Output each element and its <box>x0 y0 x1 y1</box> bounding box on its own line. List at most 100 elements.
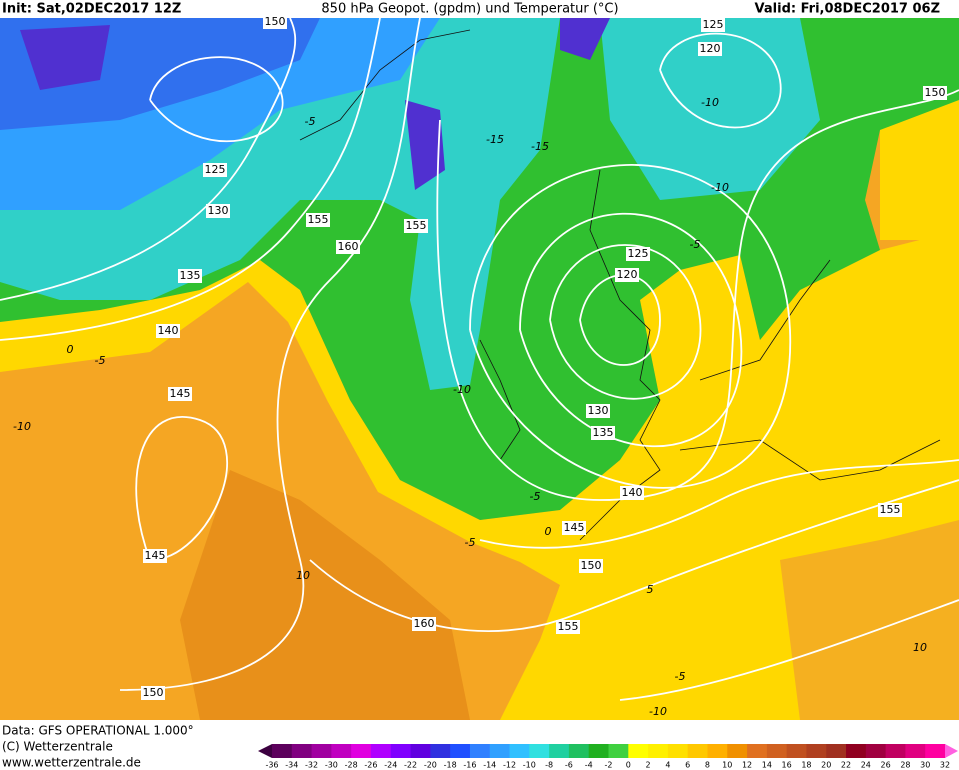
colorbar-swatch <box>667 744 689 758</box>
temperature-label: -5 <box>305 115 316 128</box>
colorbar-label: 18 <box>801 761 811 770</box>
height-label: 140 <box>622 486 643 499</box>
label-box <box>336 240 360 254</box>
colorbar-label: -24 <box>384 761 397 770</box>
colorbar-label: 12 <box>742 761 752 770</box>
map-title: 850 hPa Geopot. (gpdm) und Temperatur (°… <box>321 2 618 17</box>
colorbar-label: -26 <box>364 761 377 770</box>
colorbar-swatch <box>747 744 768 758</box>
temperature-label: 10 <box>913 641 927 654</box>
height-label: 145 <box>145 549 166 562</box>
temperature-label: -10 <box>13 420 31 433</box>
label-box <box>143 549 167 563</box>
label-box <box>306 213 330 227</box>
height-label: 150 <box>143 686 164 699</box>
colorbar-swatch <box>568 744 590 758</box>
colorbar-label: -6 <box>565 761 573 770</box>
colorbar-swatch <box>390 744 412 758</box>
label-box <box>923 86 947 100</box>
colorbar-label: -4 <box>585 761 593 770</box>
colorbar-swatch <box>489 744 511 758</box>
colorbar-label: 30 <box>920 761 930 770</box>
colorbar-label: 14 <box>762 761 772 770</box>
colorbar-label: -16 <box>463 761 476 770</box>
colorbar-label: -8 <box>545 761 553 770</box>
colorbar-label: 28 <box>900 761 910 770</box>
label-box <box>698 42 722 56</box>
colorbar-swatch <box>509 744 530 758</box>
colorbar: -36 -34 -32 -30 -28 -26 -24 -22 -20 -18 -16 -14 -12-… <box>258 744 958 770</box>
website: www.wetterzentrale.de <box>2 756 141 770</box>
height-label: 160 <box>338 240 359 253</box>
height-label: 150 <box>925 86 946 99</box>
colorbar-swatch <box>272 744 293 758</box>
height-label: 155 <box>558 620 579 633</box>
height-label: 155 <box>406 219 427 232</box>
colorbar-label: -28 <box>345 761 358 770</box>
height-label: 120 <box>617 268 638 281</box>
label-box <box>556 620 580 634</box>
colorbar-swatch <box>410 744 431 758</box>
colorbar-label: 22 <box>841 761 851 770</box>
colorbar-label: 2 <box>646 761 651 770</box>
colorbar-swatch <box>806 744 827 758</box>
label-box <box>168 387 192 401</box>
colorbar-label: -18 <box>444 761 457 770</box>
colorbar-label: 16 <box>782 761 792 770</box>
temperature-label: -10 <box>453 383 471 396</box>
label-box <box>263 15 287 29</box>
label-box <box>591 426 615 440</box>
colorbar-swatch <box>786 744 807 758</box>
coastline <box>299 29 941 541</box>
colorbar-label: 32 <box>940 761 950 770</box>
temperature-label: -15 <box>486 133 504 146</box>
colorbar-swatch <box>608 744 629 758</box>
temperature-label: -10 <box>711 181 729 194</box>
colorbar-label: 26 <box>881 761 891 770</box>
colorbar-label: -30 <box>325 761 338 770</box>
colorbar-swatch <box>311 744 332 758</box>
temperature-field <box>600 18 820 200</box>
height-label: 145 <box>564 521 585 534</box>
colorbar-swatch <box>430 744 451 758</box>
colorbar-label: 0 <box>626 761 631 770</box>
temperature-field <box>780 520 959 720</box>
label-box <box>203 163 227 177</box>
colorbar-swatch <box>865 744 887 758</box>
temperature-field <box>20 18 610 190</box>
colorbar-label: 24 <box>861 761 871 770</box>
label-box <box>404 219 428 233</box>
colorbar-label: -2 <box>605 761 613 770</box>
temperature-label: -5 <box>95 354 106 367</box>
colorbar-swatch <box>370 744 392 758</box>
colorbar-label: -14 <box>483 761 496 770</box>
colorbar-swatch <box>291 744 313 758</box>
temperature-label: -5 <box>465 536 476 549</box>
height-label: 125 <box>205 163 226 176</box>
colorbar-end <box>258 744 272 758</box>
colorbar-swatch <box>351 744 372 758</box>
temperature-field <box>180 470 470 720</box>
temperature-label: -5 <box>690 238 701 251</box>
height-label: 125 <box>703 18 724 31</box>
label-box <box>878 503 902 517</box>
label-box <box>156 324 180 338</box>
label-box <box>562 521 586 535</box>
label-box <box>620 486 644 500</box>
colorbar-swatch <box>469 744 491 758</box>
colorbar-label: 4 <box>665 761 670 770</box>
colorbar-label: -36 <box>265 761 278 770</box>
label-box <box>701 18 725 32</box>
temperature-label: 10 <box>296 569 310 582</box>
temperature-label: -5 <box>530 490 541 503</box>
valid-time: Valid: Fri,08DEC2017 06Z <box>755 2 940 17</box>
contour <box>0 18 959 701</box>
colorbar-label: -12 <box>503 761 516 770</box>
colorbar-swatch <box>687 744 708 758</box>
colorbar-swatch <box>588 744 609 758</box>
colorbar-label: 8 <box>705 761 710 770</box>
height-label: 130 <box>588 404 609 417</box>
colorbar-swatch <box>549 744 570 758</box>
data-source: Data: GFS OPERATIONAL 1.000° <box>2 724 194 738</box>
height-label: 160 <box>414 617 435 630</box>
